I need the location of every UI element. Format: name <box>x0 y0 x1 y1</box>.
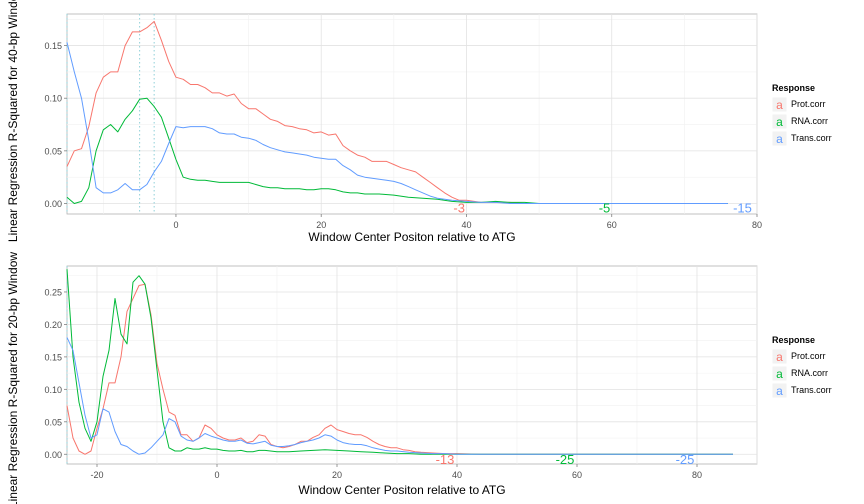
series-line-rna <box>66 97 728 204</box>
legend-key-glyph: a <box>776 350 783 364</box>
x-tick-label: 40 <box>461 220 471 230</box>
x-tick-label: 0 <box>214 470 219 480</box>
annotation-label-rna: -25 <box>556 452 575 467</box>
legend-item-trans: a Trans.corr <box>771 130 832 147</box>
legend-item-rna: a RNA.corr <box>771 113 828 130</box>
y-tick-label: 0.20 <box>44 320 62 330</box>
legend-label: Prot.corr <box>791 99 826 109</box>
x-tick-label: 0 <box>173 220 178 230</box>
legend-key-box <box>771 365 788 382</box>
legend-label: RNA.corr <box>791 116 828 126</box>
legend-bottom: Response a Prot.corr a RNA.corr a Trans.… <box>771 335 832 399</box>
legend-key-box <box>771 382 788 399</box>
y-tick-label: 0.00 <box>44 199 62 209</box>
y-tick-label: 0.00 <box>44 450 62 460</box>
x-tick-label: 40 <box>452 470 462 480</box>
legend-key-glyph: a <box>776 98 783 112</box>
series-lines-top <box>66 20 728 204</box>
legend-key-box <box>771 130 788 147</box>
x-tick-labels-bottom: -20 0 20 40 60 80 <box>90 464 702 480</box>
legend-key-glyph: a <box>776 367 783 381</box>
legend-key-box <box>771 96 788 113</box>
x-tick-label: 20 <box>332 470 342 480</box>
legend-key-glyph: a <box>776 384 783 398</box>
series-line-prot <box>66 20 728 204</box>
gridlines-bottom <box>67 266 758 464</box>
annotation-label-prot: -13 <box>436 452 455 467</box>
legend-top: Response a Prot.corr a RNA.corr a Trans.… <box>771 83 832 147</box>
y-tick-label: 0.05 <box>44 146 62 156</box>
series-line-trans <box>66 42 728 204</box>
y-tick-label: 0.15 <box>44 41 62 51</box>
annotations-top: -3 -5 -15 <box>453 201 751 216</box>
y-tick-label: 0.15 <box>44 352 62 362</box>
y-tick-label: 0.05 <box>44 417 62 427</box>
x-axis-label-top: Window Center Positon relative to ATG <box>308 230 515 244</box>
legend-item-trans: a Trans.corr <box>771 382 832 399</box>
series-lines-bottom <box>66 269 733 455</box>
legend-label: RNA.corr <box>791 368 828 378</box>
annotation-label-trans: -15 <box>733 201 752 216</box>
x-tick-label: 80 <box>752 220 762 230</box>
chart-bottom: 0.00 0.05 0.10 0.15 0.20 0.25 -20 0 20 40 60 80 -1… <box>6 252 758 504</box>
y-tick-label: 0.25 <box>44 287 62 297</box>
legend-item-prot: a Prot.corr <box>771 348 826 365</box>
legend-key-box <box>771 348 788 365</box>
legend-label: Trans.corr <box>791 385 832 395</box>
gridlines-top <box>67 14 758 214</box>
vlines-top <box>66 14 155 214</box>
x-tick-labels-top: 0 20 40 60 80 <box>173 214 762 230</box>
legend-key-glyph: a <box>776 132 783 146</box>
legend-title: Response <box>772 335 815 345</box>
x-tick-label: 60 <box>572 470 582 480</box>
legend-title: Response <box>772 83 815 93</box>
x-tick-label: 80 <box>692 470 702 480</box>
y-axis-label-bottom: Linear Regression R-Squared for 20-bp Wi… <box>6 252 20 504</box>
panel-bottom-background <box>66 265 758 465</box>
x-tick-label: 20 <box>316 220 326 230</box>
y-tick-label: 0.10 <box>44 94 62 104</box>
legend-label: Prot.corr <box>791 351 826 361</box>
legend-key-glyph: a <box>776 115 783 129</box>
y-tick-label: 0.10 <box>44 385 62 395</box>
y-tick-labels-bottom: 0.00 0.05 0.10 0.15 0.20 0.25 <box>44 287 67 460</box>
annotation-label-trans: -25 <box>676 452 695 467</box>
legend-label: Trans.corr <box>791 133 832 143</box>
series-line-prot <box>66 283 733 455</box>
y-axis-label-top: Linear Regression R-Squared for 40-bp Wi… <box>6 0 20 242</box>
series-line-rna <box>66 269 733 455</box>
panel-top-background <box>66 13 758 215</box>
x-tick-label: 60 <box>607 220 617 230</box>
legend-item-prot: a Prot.corr <box>771 96 826 113</box>
legend-key-box <box>771 113 788 130</box>
series-line-trans <box>66 337 733 455</box>
x-tick-label: -20 <box>90 470 103 480</box>
annotation-label-rna: -5 <box>599 201 611 216</box>
x-axis-label-bottom: Window Center Positon relative to ATG <box>298 483 505 497</box>
chart-top: 0.00 0.05 0.10 0.15 0 20 40 60 80 -3 -5 -15 Windo… <box>6 0 762 244</box>
annotation-label-prot: -3 <box>453 201 465 216</box>
y-tick-labels-top: 0.00 0.05 0.10 0.15 <box>44 41 67 209</box>
annotations-bottom: -13 -25 -25 <box>436 452 695 467</box>
legend-item-rna: a RNA.corr <box>771 365 828 382</box>
